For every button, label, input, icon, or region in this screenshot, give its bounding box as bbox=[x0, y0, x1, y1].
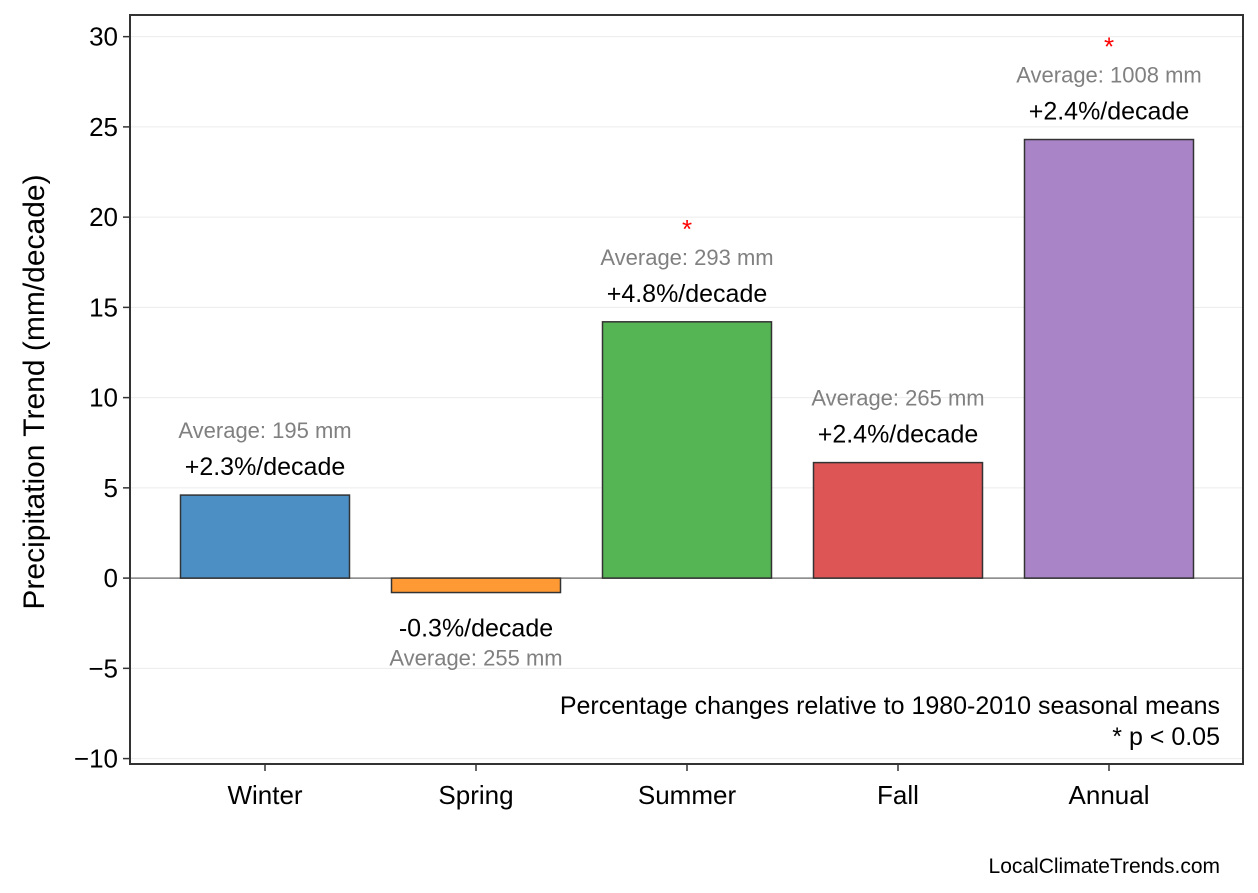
bar-labels: +2.3%/decade Average: 195 mm -0.3%/decade A… bbox=[178, 32, 1201, 671]
percent-label: +2.4%/decade bbox=[1029, 98, 1190, 126]
y-tick-label: 20 bbox=[89, 202, 118, 232]
x-tick-label: Summer bbox=[638, 780, 737, 810]
y-tick-label: 25 bbox=[89, 112, 118, 142]
average-label: Average: 293 mm bbox=[600, 245, 773, 270]
significance-marker: * bbox=[1104, 32, 1114, 62]
y-tick-label: 15 bbox=[89, 292, 118, 322]
average-label: Average: 195 mm bbox=[178, 418, 351, 443]
plot-frame bbox=[129, 14, 1244, 765]
y-tick-label: 30 bbox=[89, 22, 118, 52]
x-tick-label: Fall bbox=[877, 780, 919, 810]
average-label: Average: 1008 mm bbox=[1016, 63, 1201, 88]
bar-fall bbox=[812, 461, 984, 579]
percent-label: +2.4%/decade bbox=[818, 421, 979, 449]
axes: Winter Spring Summer Fall Annual −10 −5 0 5 10 15 2… bbox=[74, 14, 1244, 810]
bar-spring bbox=[390, 577, 562, 594]
bars bbox=[179, 138, 1195, 594]
y-tick-label: 0 bbox=[104, 563, 118, 593]
site-credit: LocalClimateTrends.com bbox=[989, 855, 1220, 878]
bar-summer bbox=[601, 321, 773, 579]
average-label: Average: 255 mm bbox=[389, 646, 562, 671]
percent-label: +4.8%/decade bbox=[607, 280, 768, 308]
y-tick-label: −10 bbox=[74, 744, 118, 774]
y-tick-label: 10 bbox=[89, 383, 118, 413]
y-tick-label: −5 bbox=[88, 653, 118, 683]
bar-winter bbox=[179, 494, 351, 579]
y-tick-label: 5 bbox=[104, 473, 118, 503]
x-tick-label: Winter bbox=[227, 780, 302, 810]
significance-marker: * bbox=[682, 214, 692, 244]
note-significance: * p < 0.05 bbox=[1112, 723, 1220, 751]
x-tick-label: Annual bbox=[1069, 780, 1150, 810]
bar-annual bbox=[1023, 138, 1195, 579]
percent-label: +2.3%/decade bbox=[185, 453, 346, 481]
average-label: Average: 265 mm bbox=[811, 386, 984, 411]
note-percentage-changes: Percentage changes relative to 1980-2010… bbox=[560, 692, 1220, 720]
percent-label: -0.3%/decade bbox=[399, 615, 553, 643]
x-tick-label: Spring bbox=[438, 780, 513, 810]
y-axis-title: Precipitation Trend (mm/decade) bbox=[18, 174, 51, 609]
